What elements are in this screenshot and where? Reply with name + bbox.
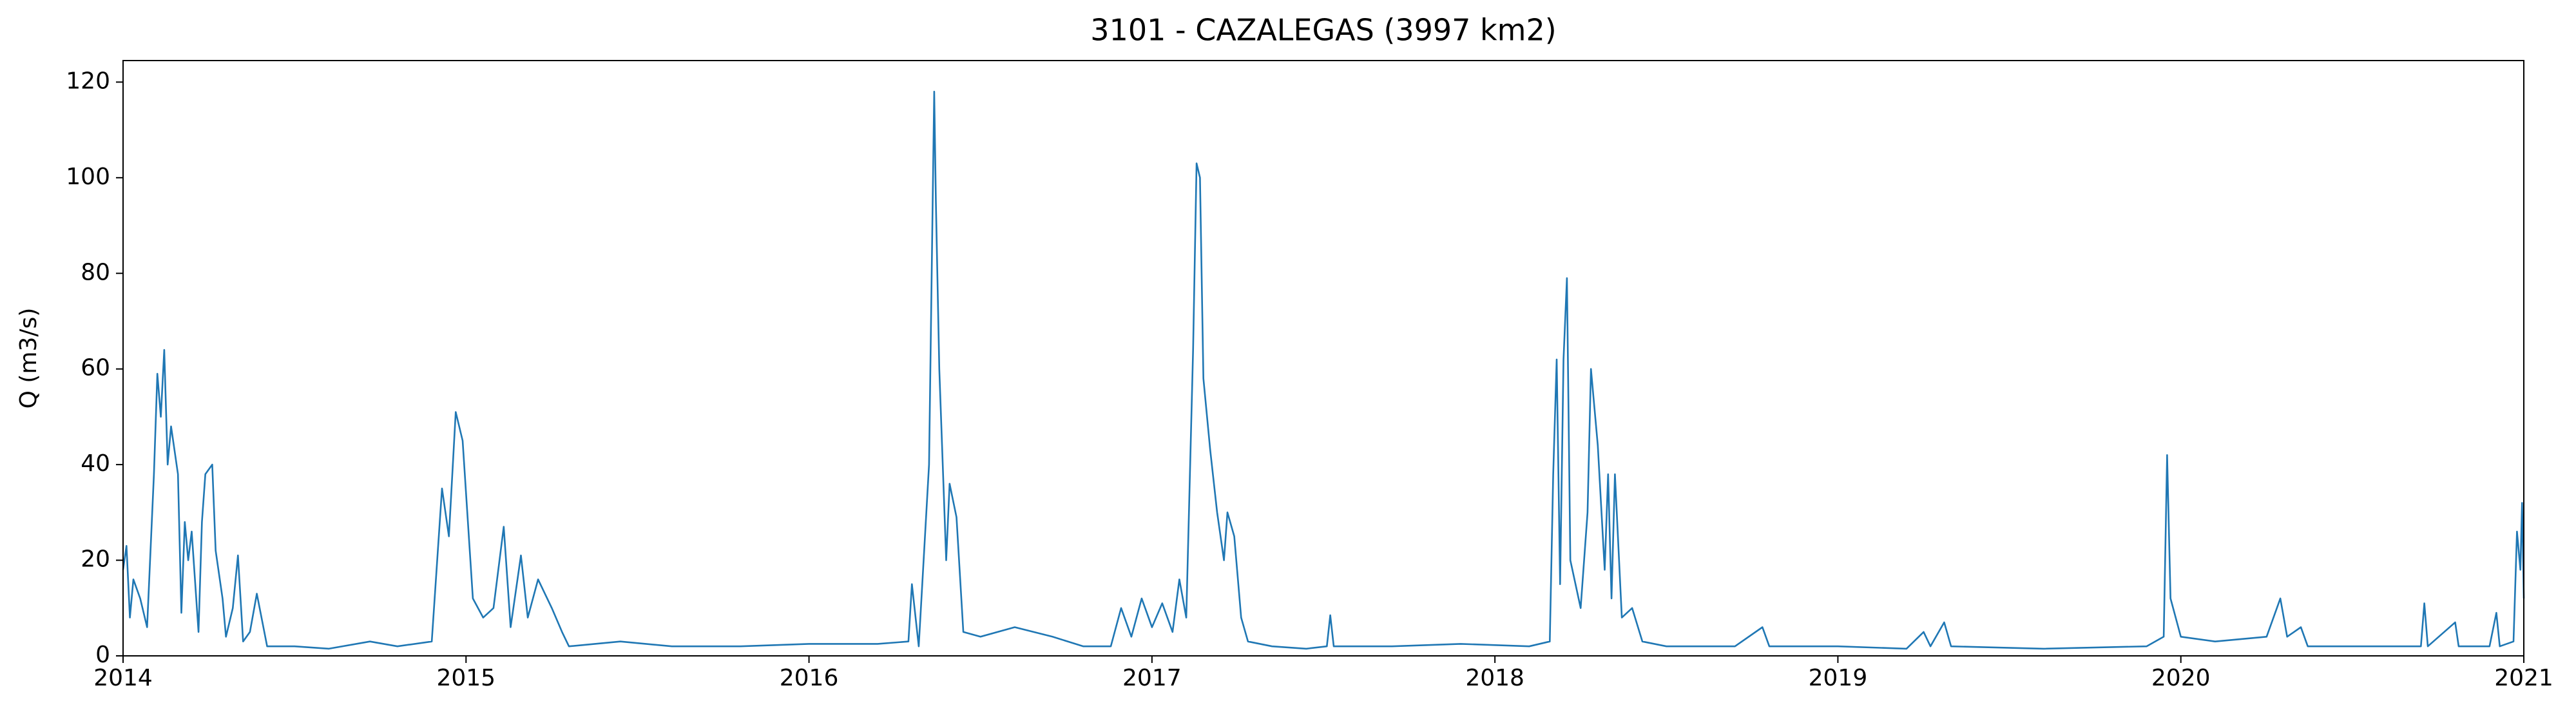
x-tick-label: 2014 bbox=[93, 665, 153, 691]
x-tick-label: 2015 bbox=[436, 665, 495, 691]
x-tick-label: 2017 bbox=[1122, 665, 1182, 691]
x-tick-label: 2020 bbox=[2151, 665, 2211, 691]
y-tick-label: 40 bbox=[81, 450, 110, 477]
y-tick-label: 20 bbox=[81, 546, 110, 573]
x-tick-label: 2016 bbox=[780, 665, 839, 691]
y-tick-label: 80 bbox=[81, 259, 110, 285]
y-tick-label: 60 bbox=[81, 355, 110, 381]
y-tick-label: 0 bbox=[95, 642, 110, 668]
y-tick-label: 100 bbox=[66, 164, 110, 190]
y-axis-label: Q (m3/s) bbox=[15, 308, 42, 409]
x-tick-label: 2021 bbox=[2494, 665, 2553, 691]
plot-frame bbox=[122, 60, 2524, 657]
y-tick-label: 120 bbox=[66, 68, 110, 94]
x-tick-label: 2018 bbox=[1465, 665, 1524, 691]
chart-title: 3101 - CAZALEGAS (3997 km2) bbox=[1090, 13, 1556, 48]
data-line bbox=[122, 90, 2525, 650]
x-tick-label: 2019 bbox=[1809, 665, 1868, 691]
